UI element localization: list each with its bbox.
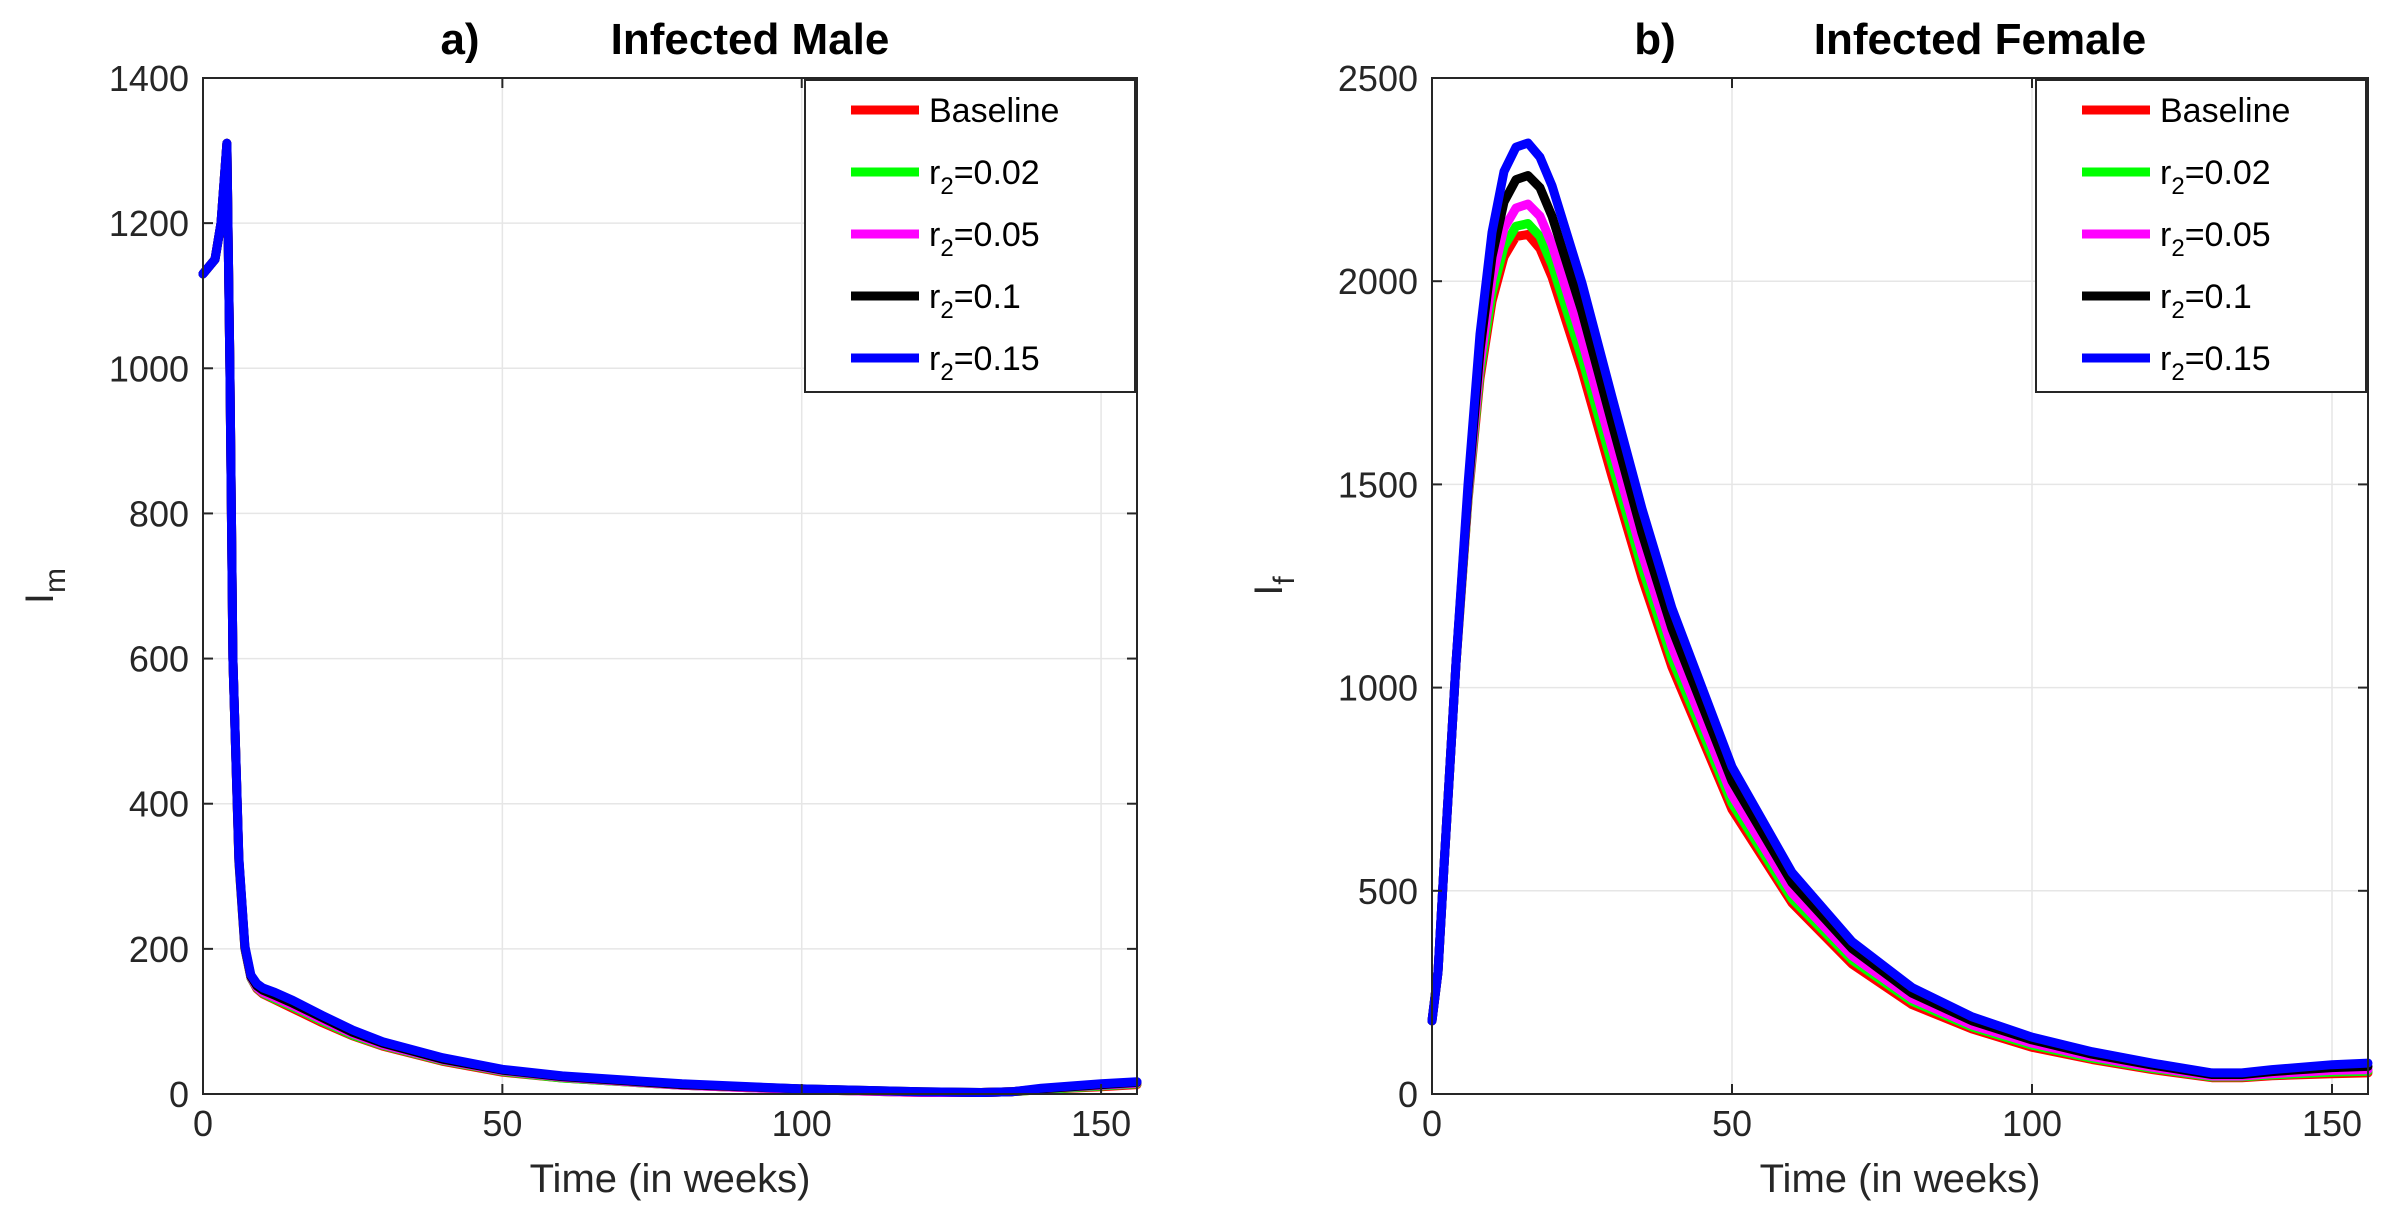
y-tick-label: 0 [169,1074,189,1115]
legend-label: r2=0.05 [2160,216,2271,262]
legend-label: r2=0.02 [929,154,1040,200]
x-tick-label: 0 [193,1103,213,1144]
y-tick-label: 1000 [109,348,189,389]
legend-label: r2=0.05 [929,216,1040,262]
legend-label: r2=0.15 [929,340,1040,386]
legend-label-prefix: r [929,216,940,254]
series-group [1427,138,2373,1083]
legend-label-prefix: r [2160,278,2171,316]
legend-label-prefix: r [929,278,940,316]
legend-label-sub: 2 [940,235,953,262]
y-tick-label: 400 [129,784,189,825]
axes-box [202,77,1138,1095]
y-tick-label: 800 [129,493,189,534]
legend-label-sub: 2 [2171,359,2184,386]
x-tick-label: 50 [482,1103,522,1144]
legend-label-sub: 2 [940,297,953,324]
legend-label-suffix: =0.02 [954,154,1040,192]
y-tick-label: 2500 [1338,58,1418,99]
y-tick-label: 1400 [109,58,189,99]
y-axis-label: If [1247,576,1301,596]
y-axis-label-main: I [1247,585,1291,596]
legend-label-sub: 2 [2171,297,2184,324]
legend-label-suffix: =0.15 [954,340,1040,378]
y-axis-label-sub: f [1268,576,1301,585]
legend-label: Baseline [929,92,1059,130]
panel-b-letter: b) [1634,15,1676,64]
panel-infected-female: b) Infected Female 0 50 100 150050010001500… [1247,15,2373,1201]
y-tick-label: 1200 [109,203,189,244]
y-axis-label-sub: m [39,568,72,593]
legend-label-suffix: =0.05 [2185,216,2271,254]
legend-label: r2=0.02 [2160,154,2271,200]
series-line-r2-0-15 [198,138,1142,1097]
legend-label-prefix: r [929,154,940,192]
y-tick-label: 200 [129,929,189,970]
legend-label-prefix: r [929,340,940,378]
y-tick-label: 0 [1398,1074,1418,1115]
legend-label: Baseline [2160,92,2290,130]
legend-label: r2=0.1 [929,278,1021,324]
series-line-r2-0-15 [1427,138,2373,1078]
legend-label-suffix: =0.15 [2185,340,2271,378]
legend-label: r2=0.1 [2160,278,2252,324]
y-tick-label: 2000 [1338,261,1418,302]
x-tick-label: 50 [1712,1103,1752,1144]
y-tick-label: 1000 [1338,668,1418,709]
panel-infected-male: a) Infected Male 0 50 100 150 0 200 400 600 800 1… [18,15,1142,1201]
x-tick-label: 150 [2302,1103,2362,1144]
x-tick-label: 100 [772,1103,832,1144]
legend-label-sub: 2 [940,173,953,200]
x-axis-label: Time (in weeks) [1760,1157,2041,1201]
x-axis-label: Time (in weeks) [530,1157,811,1201]
panel-a-letter: a) [440,15,479,64]
y-tick-label: 1500 [1338,464,1418,505]
x-tick-label: 0 [1422,1103,1442,1144]
legend-label-sub: 2 [2171,235,2184,262]
legend-label-suffix: =0.1 [2185,278,2252,316]
y-tick-label: 500 [1358,871,1418,912]
legend-label-suffix: =0.02 [2185,154,2271,192]
axes-box [1431,77,2369,1095]
panel-a-title: Infected Male [611,15,890,64]
legend-label-sub: 2 [940,359,953,386]
y-axis-label: Im [18,568,72,604]
legend-label-suffix: =0.05 [954,216,1040,254]
series-group [198,138,1142,1097]
legend-label-suffix: =0.1 [954,278,1021,316]
legend-label-sub: 2 [2171,173,2184,200]
y-tick-label: 600 [129,639,189,680]
legend-label-prefix: r [2160,216,2171,254]
x-tick-label: 150 [1071,1103,1131,1144]
x-tick-label: 100 [2002,1103,2062,1144]
panel-b-title: Infected Female [1814,15,2147,64]
legend-label-prefix: r [2160,154,2171,192]
legend-label-prefix: r [2160,340,2171,378]
legend-label: r2=0.15 [2160,340,2271,386]
y-axis-label-main: I [18,593,62,604]
